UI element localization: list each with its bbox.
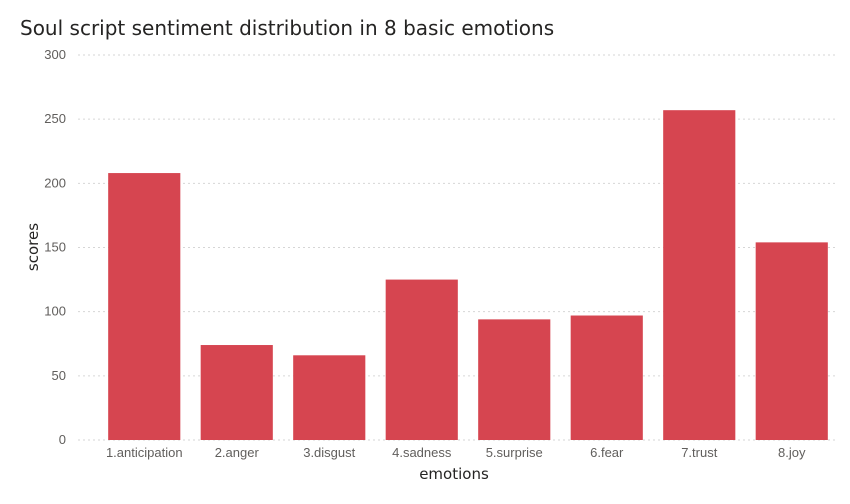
y-tick-label: 150 (44, 240, 66, 255)
x-axis-title: emotions (419, 465, 489, 483)
y-tick-label: 50 (52, 368, 66, 383)
bar-3.disgust[interactable] (293, 355, 366, 440)
x-tick-label: 5.surprise (486, 445, 543, 460)
x-tick-label: 1.anticipation (106, 445, 183, 460)
y-tick-label: 300 (44, 47, 66, 62)
y-tick-label: 100 (44, 304, 66, 319)
y-tick-label: 0 (59, 432, 66, 447)
chart-title: Soul script sentiment distribution in 8 … (20, 16, 555, 40)
x-tick-label: 2.anger (215, 445, 260, 460)
bar-5.surprise[interactable] (478, 319, 551, 440)
x-tick-label: 4.sadness (392, 445, 452, 460)
bar-2.anger[interactable] (200, 345, 273, 440)
y-axis-ticks: 0 50 100 150 200 250 300 (44, 47, 66, 447)
x-tick-label: 3.disgust (303, 445, 355, 460)
y-tick-label: 250 (44, 111, 66, 126)
bar-7.trust[interactable] (663, 110, 736, 440)
bar-8.joy[interactable] (755, 242, 828, 440)
x-tick-label: 7.trust (681, 445, 718, 460)
x-tick-label: 8.joy (778, 445, 806, 460)
bar-6.fear[interactable] (570, 315, 643, 440)
y-tick-label: 200 (44, 175, 66, 190)
bar-4.sadness[interactable] (385, 279, 458, 440)
y-axis-title: scores (24, 223, 42, 271)
bars (108, 110, 828, 441)
x-tick-label: 6.fear (590, 445, 624, 460)
bar-1.anticipation[interactable] (108, 173, 181, 441)
x-axis-ticks: 1.anticipation 2.anger 3.disgust 4.sadness 5… (106, 445, 806, 460)
